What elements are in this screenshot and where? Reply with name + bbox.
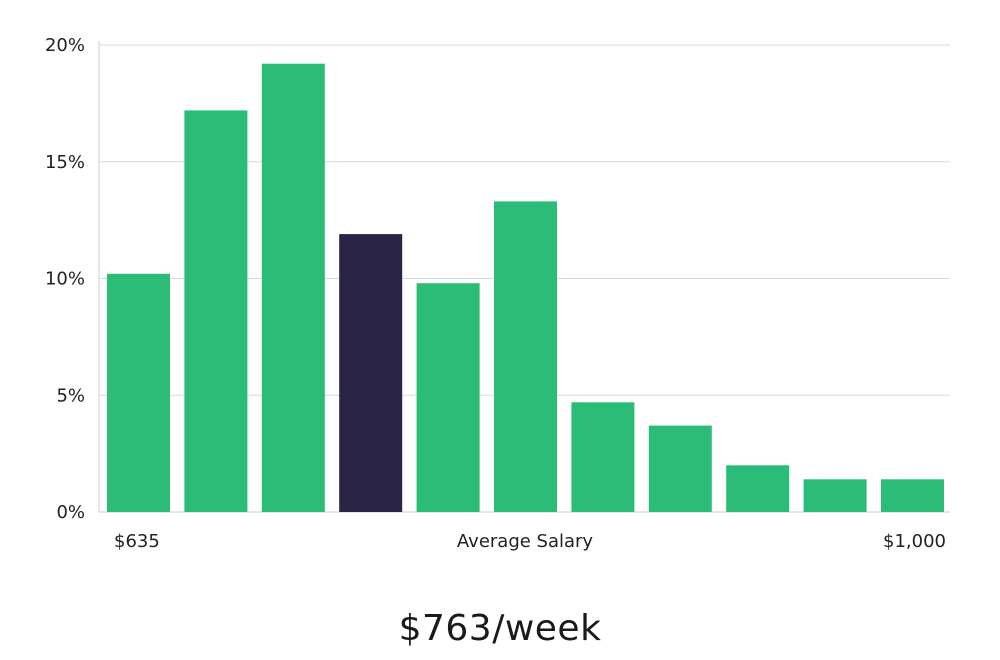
histogram-bar bbox=[261, 63, 325, 512]
salary-histogram: 0% 5% 10% 15% 20% $635 Average Salary $1,000 bbox=[45, 35, 950, 552]
histogram-bar bbox=[648, 425, 712, 512]
bars bbox=[107, 63, 944, 513]
histogram-bar bbox=[184, 110, 248, 513]
histogram-bar-highlight bbox=[339, 234, 403, 512]
histogram-bar bbox=[881, 479, 944, 512]
histogram-bar bbox=[416, 283, 480, 512]
x-left-label: $635 bbox=[114, 531, 160, 552]
y-tick-label: 5% bbox=[56, 385, 85, 406]
y-tick-label: 20% bbox=[45, 35, 85, 56]
histogram-bar bbox=[107, 273, 170, 512]
y-tick-label: 15% bbox=[45, 152, 85, 173]
histogram-bar bbox=[726, 465, 790, 512]
y-tick-labels: 0% 5% 10% 15% 20% bbox=[45, 35, 85, 523]
y-tick-label: 0% bbox=[56, 502, 85, 523]
histogram-bar bbox=[571, 402, 635, 512]
x-right-label: $1,000 bbox=[883, 531, 946, 552]
x-axis-label: Average Salary bbox=[457, 531, 594, 552]
histogram-bar bbox=[494, 201, 557, 512]
average-salary-headline: $763/week bbox=[398, 608, 602, 649]
histogram-bar bbox=[803, 479, 867, 512]
y-tick-label: 10% bbox=[45, 269, 85, 290]
